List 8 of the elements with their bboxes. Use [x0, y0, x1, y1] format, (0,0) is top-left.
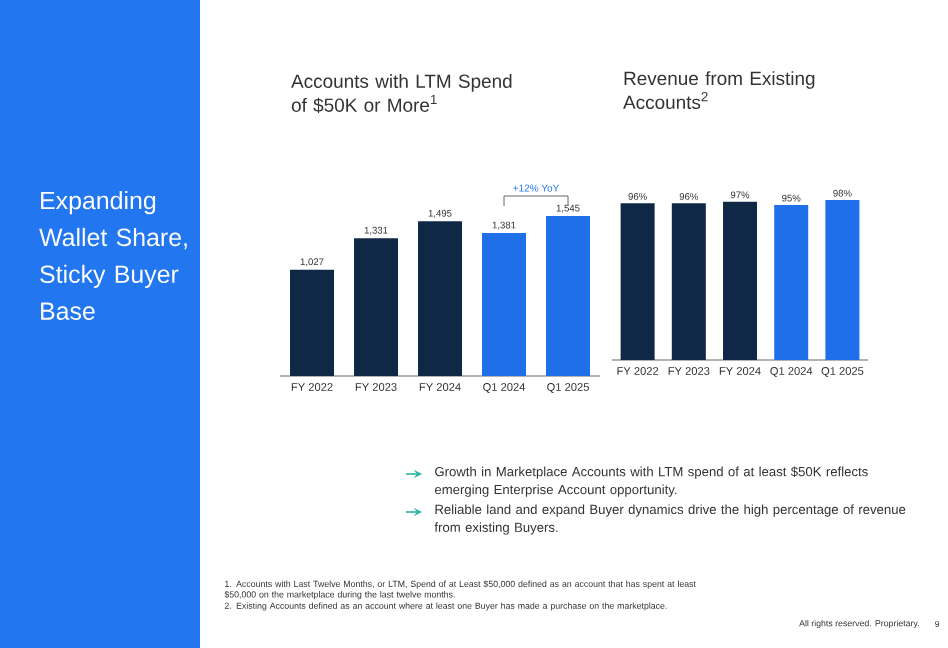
bar: [546, 216, 591, 376]
bar: [418, 221, 463, 376]
bar: [354, 238, 399, 376]
bar: [482, 232, 527, 376]
bar: [290, 269, 335, 376]
chart-title: Revenue from Existing Accounts$^{2}$: [623, 71, 815, 109]
chart-title: Accounts with LTM Spend of $50K or More$^{1}$: [291, 74, 512, 113]
text: Expanding Wallet Share, Sticky Buyer Base: [39, 191, 187, 320]
